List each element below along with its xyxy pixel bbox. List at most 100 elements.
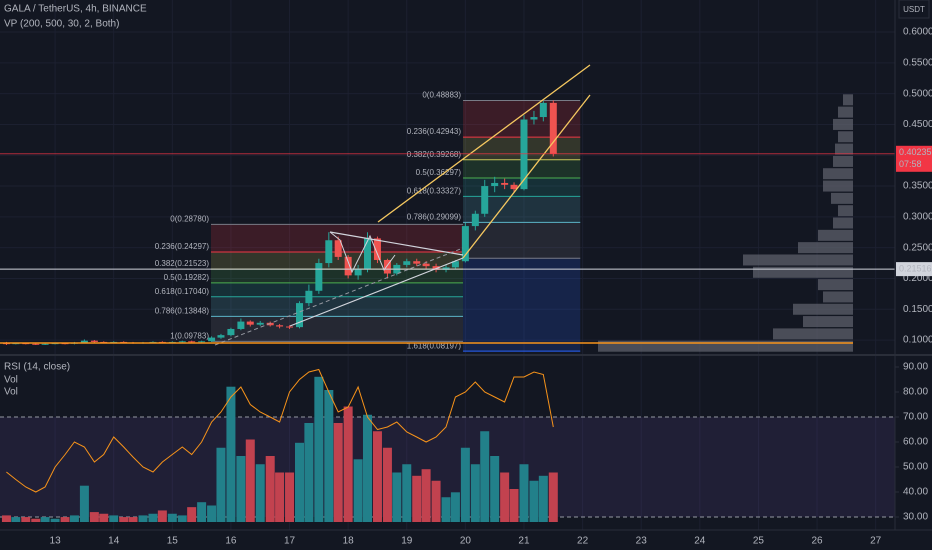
volume-bar bbox=[548, 472, 558, 522]
volume-bar bbox=[372, 431, 382, 522]
volume-bar bbox=[40, 517, 50, 522]
y-tick-label: 30.00 bbox=[903, 512, 928, 523]
y-tick-label: 90.00 bbox=[903, 362, 928, 373]
volume-bar bbox=[285, 472, 295, 522]
x-tick-label: 21 bbox=[518, 536, 530, 547]
volume-bar bbox=[60, 517, 70, 522]
profile-bar bbox=[818, 279, 853, 291]
fib-zone bbox=[211, 282, 464, 297]
profile-bar bbox=[838, 106, 853, 118]
profile-bar bbox=[843, 94, 853, 106]
marked-price-tag bbox=[896, 262, 932, 277]
volume-bar bbox=[119, 517, 129, 522]
volume-bar bbox=[412, 475, 422, 522]
candle-body bbox=[344, 256, 352, 276]
fib-zone bbox=[463, 196, 581, 223]
volume-bar bbox=[333, 423, 343, 522]
fib-label: 1(0.09783) bbox=[170, 332, 209, 341]
y-tick-label: 60.00 bbox=[903, 437, 928, 448]
volume-bar bbox=[362, 414, 372, 522]
candle-body bbox=[413, 261, 421, 264]
profile-bar bbox=[753, 266, 853, 278]
volume-bar bbox=[187, 507, 197, 522]
profile-bar bbox=[798, 242, 853, 254]
fib-label: 0.786(0.13848) bbox=[155, 306, 210, 315]
candle-body bbox=[198, 341, 206, 343]
fib-label: 0.786(0.29099) bbox=[407, 213, 462, 222]
x-tick-label: 24 bbox=[694, 536, 706, 547]
candle-body bbox=[296, 303, 304, 328]
drawings bbox=[0, 64, 853, 346]
volume-bar bbox=[500, 472, 510, 522]
profile-bar bbox=[823, 168, 853, 180]
candle-body bbox=[510, 184, 518, 190]
volume-bar bbox=[470, 464, 480, 522]
volume-bar bbox=[392, 472, 402, 522]
pattern-line bbox=[329, 231, 396, 274]
volume-bar bbox=[128, 517, 138, 522]
candle-body bbox=[90, 340, 98, 342]
currency-box[interactable] bbox=[898, 0, 930, 19]
volume-bar bbox=[295, 442, 305, 522]
candle-body bbox=[373, 238, 381, 260]
candle-body bbox=[325, 240, 333, 264]
volume-bar bbox=[245, 439, 255, 522]
current-price-label: 0.40235 bbox=[899, 147, 932, 157]
volume-bar bbox=[324, 390, 334, 522]
fib-label: 0.618(0.17040) bbox=[155, 287, 210, 296]
candle-body bbox=[442, 267, 450, 270]
candle-body bbox=[256, 322, 264, 325]
volume-bar bbox=[177, 515, 187, 522]
volume-bar bbox=[69, 515, 79, 522]
candle-body bbox=[471, 213, 479, 227]
volume-bar bbox=[99, 513, 109, 522]
symbol-title: GALA / TetherUS, 4h, BINANCE bbox=[4, 4, 147, 15]
fib-label: 0(0.48883) bbox=[422, 91, 461, 100]
profile-bar bbox=[818, 229, 853, 241]
vol-legend: Vol bbox=[4, 387, 18, 398]
y-tick-label: 40.00 bbox=[903, 487, 928, 498]
x-tick-label: 25 bbox=[753, 536, 765, 547]
candle-body bbox=[539, 102, 547, 118]
candle-body bbox=[383, 259, 391, 274]
currency-label[interactable]: USDT bbox=[903, 5, 925, 14]
fib-label: 0.236(0.42943) bbox=[407, 127, 462, 136]
current-price-tag bbox=[896, 145, 932, 172]
x-tick-label: 27 bbox=[870, 536, 882, 547]
fib-label: 0.236(0.24297) bbox=[155, 242, 210, 251]
volume-bar bbox=[275, 472, 285, 522]
fib-label: 0.5(0.36297) bbox=[416, 168, 462, 177]
volume-bar bbox=[538, 475, 548, 522]
volume-bar bbox=[265, 456, 275, 522]
candle-body bbox=[237, 321, 245, 329]
x-tick-label: 26 bbox=[811, 536, 823, 547]
volume-bar bbox=[402, 464, 412, 522]
volume-bar bbox=[441, 497, 451, 522]
fib-label: 0.5(0.19282) bbox=[164, 273, 210, 282]
candle-body bbox=[530, 117, 538, 120]
profile-bar bbox=[803, 316, 853, 328]
volume-bar bbox=[421, 469, 431, 522]
volume-bar bbox=[89, 512, 99, 522]
x-tick-label: 19 bbox=[401, 536, 413, 547]
volume-bar bbox=[197, 502, 207, 522]
candle-body bbox=[501, 182, 509, 185]
candle-body bbox=[266, 322, 274, 326]
volume-bar bbox=[509, 489, 519, 522]
trend-line bbox=[329, 231, 464, 256]
profile-bar bbox=[835, 143, 853, 155]
profile-bar bbox=[831, 192, 853, 204]
profile-bar bbox=[838, 205, 853, 217]
candle-body bbox=[491, 182, 499, 187]
candle-body bbox=[461, 226, 469, 262]
fib-label: 0.382(0.21523) bbox=[155, 259, 210, 268]
candle-body bbox=[276, 325, 284, 327]
profile-bar bbox=[833, 118, 853, 130]
volume-bar bbox=[450, 492, 460, 522]
